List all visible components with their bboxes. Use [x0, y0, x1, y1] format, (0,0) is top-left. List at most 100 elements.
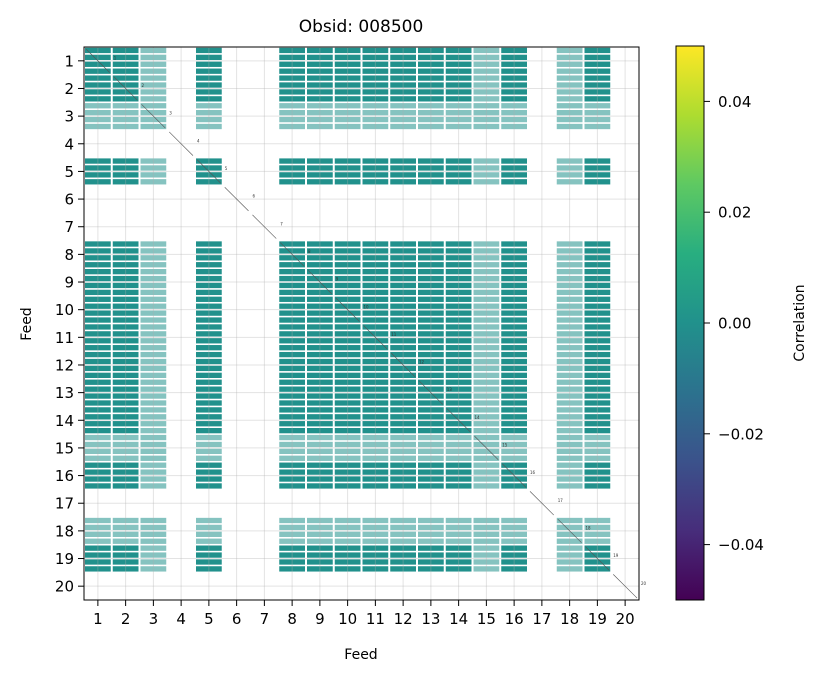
heatmap-cell [501, 54, 527, 61]
heatmap-cell [112, 275, 139, 282]
heatmap-cell [556, 365, 583, 372]
heatmap-cell [85, 448, 111, 455]
diagonal-line [613, 574, 638, 599]
heatmap-cell [85, 269, 111, 275]
heatmap-cell [112, 455, 139, 461]
heatmap-cell [334, 75, 361, 81]
heatmap-cell [501, 421, 527, 427]
heatmap-cell [140, 282, 167, 289]
heatmap-cell [85, 434, 111, 441]
heatmap-cell [556, 517, 583, 524]
heatmap-cell [584, 414, 611, 420]
heatmap-cell [196, 96, 222, 102]
heatmap-cell [501, 123, 527, 130]
heatmap-cell [556, 47, 583, 54]
heatmap-cell [85, 82, 111, 88]
heatmap-cell [556, 275, 583, 282]
heatmap-cell [112, 448, 139, 455]
heatmap-cell [307, 524, 333, 531]
heatmap-cell [584, 365, 611, 372]
heatmap-cell [584, 289, 611, 296]
heatmap-cell [307, 400, 333, 406]
heatmap-cell [85, 255, 111, 261]
heatmap-cell [362, 331, 389, 337]
heatmap-cell [196, 269, 222, 275]
heatmap-cell [307, 158, 333, 164]
heatmap-cell [501, 275, 527, 282]
heatmap-cell [556, 269, 583, 275]
heatmap-cell [445, 96, 472, 102]
heatmap-cell [473, 552, 500, 558]
heatmap-cell [334, 172, 361, 178]
heatmap-cell [390, 351, 416, 358]
heatmap-cell [390, 517, 416, 524]
heatmap-cell [85, 75, 111, 81]
heatmap-cell [390, 116, 416, 123]
heatmap-cell [390, 255, 416, 261]
heatmap-cell [390, 448, 416, 455]
heatmap-cell [307, 248, 333, 254]
heatmap-cell [140, 517, 167, 524]
heatmap-cell [334, 427, 361, 434]
heatmap-cell [501, 455, 527, 461]
heatmap-cell [584, 103, 611, 109]
x-axis-ticks: 1 2 3 4 5 6 7 8 9 10 11 12 13 14 15 16 17 18 19 20 [93, 600, 635, 628]
heatmap-cell [279, 331, 305, 337]
heatmap-cell [362, 358, 389, 365]
heatmap-cell [556, 351, 583, 358]
heatmap-cell [85, 54, 111, 61]
heatmap-cell [279, 345, 305, 351]
heatmap-cell [445, 517, 472, 524]
heatmap-cell [279, 434, 305, 441]
heatmap-cell [473, 365, 500, 372]
heatmap-cell [445, 241, 472, 247]
heatmap-cell [140, 47, 167, 54]
heatmap-cell [279, 324, 305, 330]
heatmap-cell [418, 255, 444, 261]
heatmap-cell [196, 345, 222, 351]
heatmap-cell [584, 483, 611, 489]
heatmap-cell [307, 441, 333, 448]
heatmap-cell [279, 310, 305, 316]
heatmap-cell [112, 421, 139, 427]
heatmap-cell [362, 158, 389, 164]
heatmap-cell [390, 414, 416, 420]
heatmap-cell [418, 165, 444, 171]
chart-title: Obsid: 008500 [299, 17, 424, 37]
heatmap-cell [196, 407, 222, 413]
heatmap-cell [140, 269, 167, 275]
heatmap-cell [196, 165, 222, 171]
heatmap-cell [501, 566, 527, 572]
heatmap-cell [112, 89, 139, 95]
heatmap-cell [501, 116, 527, 123]
heatmap-cell [334, 317, 361, 323]
gridlines [84, 47, 639, 600]
heatmap-cell [279, 255, 305, 261]
heatmap-cell [556, 61, 583, 67]
y-tick-label: 12 [55, 356, 74, 374]
heatmap-cell [501, 103, 527, 109]
heatmap-cell [196, 448, 222, 455]
heatmap-cell [584, 345, 611, 351]
x-tick-label: 9 [315, 610, 325, 628]
diagonal-label: 7 [280, 221, 283, 226]
heatmap-cell [418, 566, 444, 572]
heatmap-cell [85, 289, 111, 296]
heatmap-cell [334, 324, 361, 330]
heatmap-cell [445, 82, 472, 88]
heatmap-cell [473, 282, 500, 289]
heatmap-cell [584, 379, 611, 385]
heatmap-cell [501, 393, 527, 399]
heatmap-cell [418, 469, 444, 475]
heatmap-cell [390, 110, 416, 116]
heatmap-cell [418, 269, 444, 275]
heatmap-cell [307, 552, 333, 558]
heatmap-cell [334, 421, 361, 427]
heatmap-cell [418, 365, 444, 372]
heatmap-cell [556, 386, 583, 392]
heatmap-cell [196, 89, 222, 95]
colorbar-label: Correlation [792, 284, 808, 361]
heatmap-cell [140, 241, 167, 247]
heatmap-cell [112, 165, 139, 171]
heatmap-cell [556, 158, 583, 164]
